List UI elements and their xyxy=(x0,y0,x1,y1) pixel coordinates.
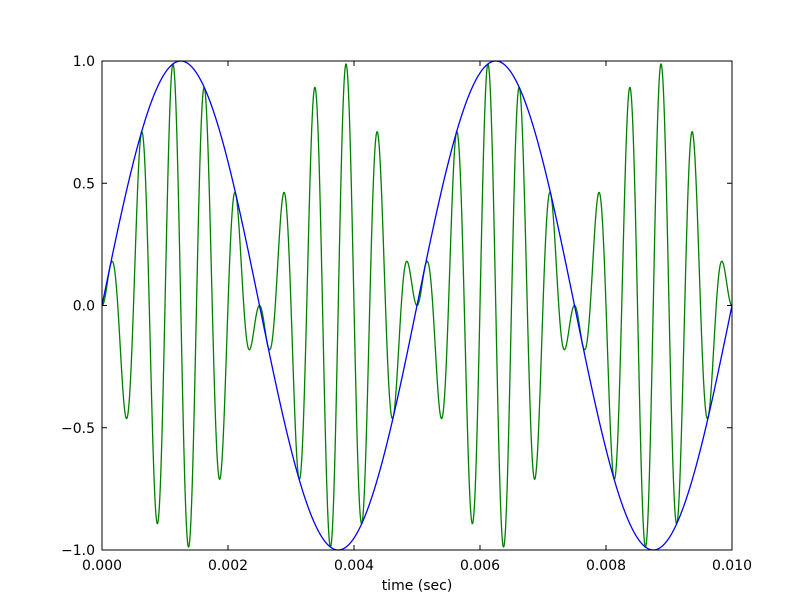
x-axis-label: time (sec) xyxy=(382,578,453,594)
x-tick-label: 0.008 xyxy=(586,558,626,574)
x-tick-label: 0.010 xyxy=(712,558,752,574)
y-tick-label: 1.0 xyxy=(73,54,95,70)
x-tick-label: 0.004 xyxy=(334,558,374,574)
x-ticks: 0.000 0.002 0.004 0.006 0.008 0.010 xyxy=(82,61,752,574)
x-tick-label: 0.002 xyxy=(208,558,248,574)
x-tick-label: 0.006 xyxy=(460,558,500,574)
series-layer xyxy=(101,60,733,551)
y-tick-label: 0.5 xyxy=(73,176,95,192)
y-tick-label: −0.5 xyxy=(61,421,95,437)
y-ticks: −1.0 −0.5 0.0 0.5 1.0 xyxy=(61,54,732,559)
y-tick-label: 0.0 xyxy=(73,299,95,315)
y-tick-label: −1.0 xyxy=(61,543,95,559)
x-tick-label: 0.000 xyxy=(82,558,122,574)
series-line-sine xyxy=(101,60,733,551)
